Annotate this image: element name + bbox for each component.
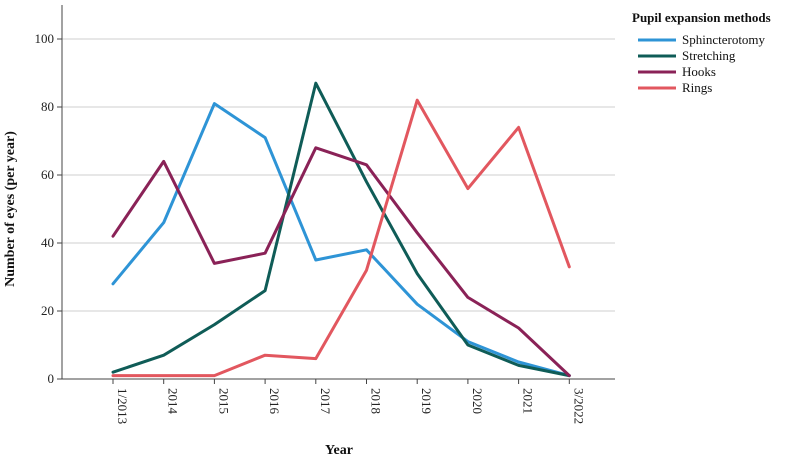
legend-label-rings: Rings [682,80,712,95]
y-tick-label: 40 [41,235,54,250]
legend-label-stretching: Stretching [682,48,736,63]
y-tick-label: 60 [41,167,54,182]
gridlines [62,38,615,312]
series-lines [111,81,571,378]
y-tick-label: 20 [41,303,54,318]
series-line-rings [111,98,571,378]
x-tick-label: 2014 [166,388,181,415]
legend-label-sphincterotomy: Sphincterotomy [682,32,766,47]
axes: 0 20 40 60 80 100 1/2013 2014 2015 2016 2017 2018 20… [35,5,615,424]
x-tick-label: 1/2013 [115,388,130,424]
x-tick-label: 2019 [419,388,434,414]
x-tick-label: 2021 [521,388,536,414]
y-axis-title: Number of eyes (per year) [3,131,18,287]
series-line-stretching [111,81,571,378]
legend-label-hooks: Hooks [682,64,716,79]
x-tick-label: 2018 [369,388,384,414]
y-tick-label: 100 [35,31,55,46]
legend-title: Pupil expansion methods [632,10,771,25]
x-tick-label: 2015 [216,388,231,414]
x-tick-label: 2020 [470,388,485,414]
series-line-sphincterotomy [111,102,571,378]
y-tick-label: 0 [48,371,55,386]
x-tick-label: 2017 [318,388,333,415]
x-tick-label: 2016 [267,388,282,415]
series-line-hooks [111,146,571,378]
y-tick-label: 80 [41,99,54,114]
x-axis-title: Year [325,443,353,458]
x-tick-label: 3/2022 [571,388,586,424]
